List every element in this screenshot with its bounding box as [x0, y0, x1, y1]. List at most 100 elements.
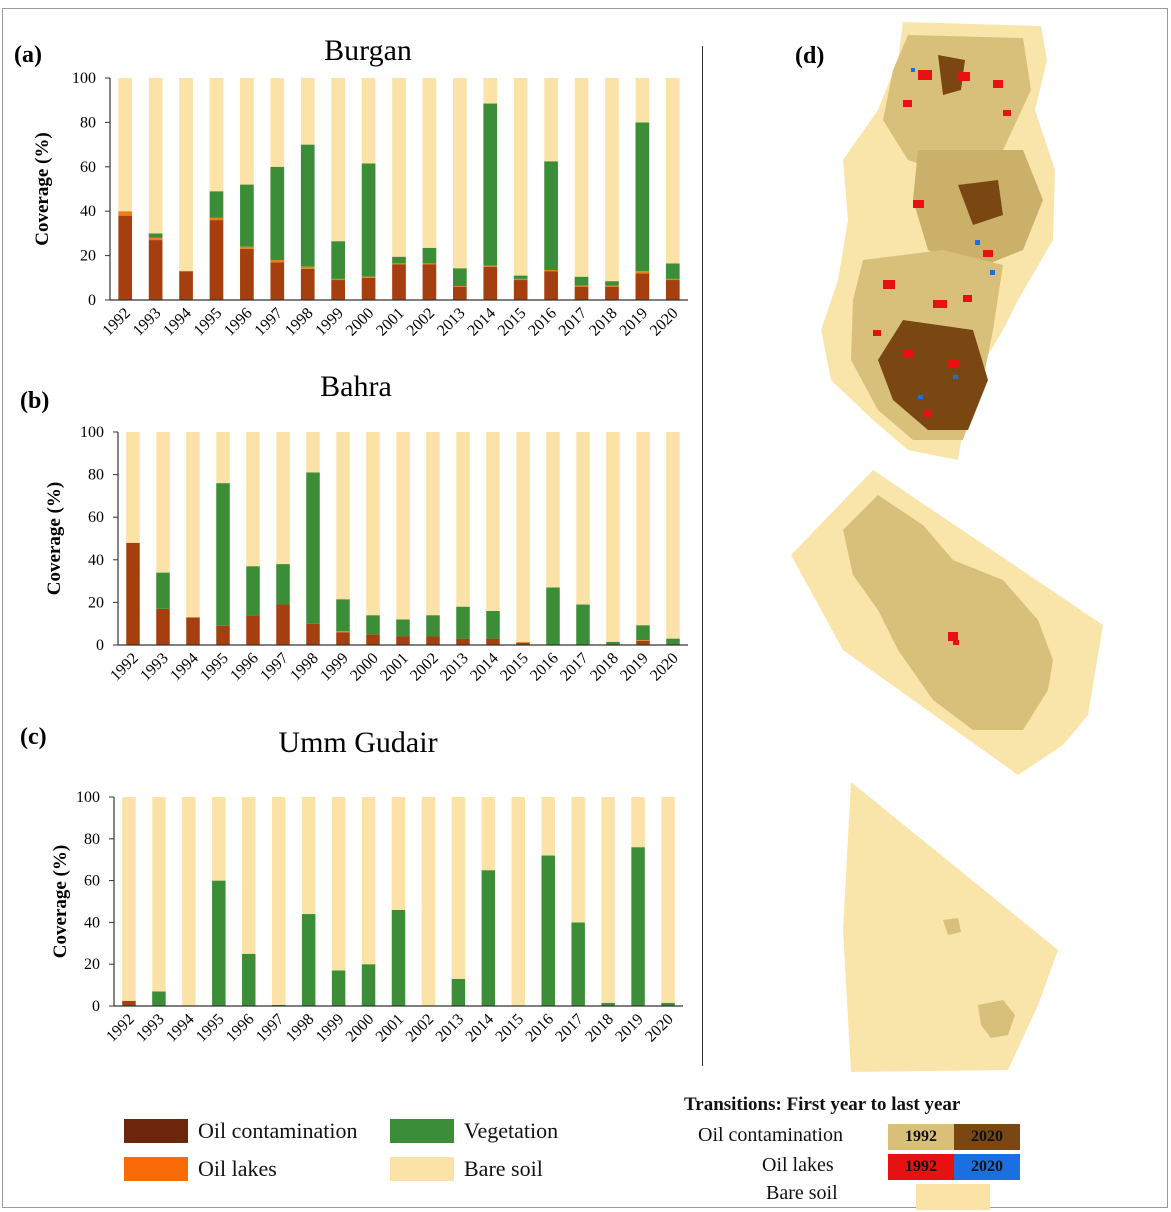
x-tick-label-umm-gudair: 2015: [492, 1011, 527, 1046]
legend-swatch-oil-lakes: [124, 1157, 188, 1181]
bar-umm-gudair-2019-bare-soil: [631, 797, 645, 848]
y-tick-label-burgan: 80: [80, 114, 96, 131]
bar-burgan-1993-vegetation: [148, 233, 163, 238]
bar-burgan-1997-bare-soil: [270, 78, 285, 167]
bar-burgan-2000-oil-lakes: [361, 276, 376, 278]
legend-label-oil-contamination: Oil contamination: [198, 1118, 358, 1143]
bar-bahra-1996-bare-soil: [246, 432, 260, 567]
bar-burgan-1995-vegetation: [209, 191, 224, 218]
x-tick-label-umm-gudair: 1992: [103, 1011, 138, 1046]
bar-bahra-1999-vegetation: [336, 599, 350, 632]
bar-bahra-1995-vegetation: [216, 483, 230, 626]
bar-burgan-2020-oil-lakes: [665, 278, 680, 281]
bar-bahra-2015-bare-soil: [516, 432, 530, 642]
bar-burgan-1992-bare-soil: [118, 78, 133, 212]
x-tick-label-bahra: 2000: [347, 650, 382, 685]
bar-burgan-1997-oil-lakes: [270, 260, 285, 263]
x-tick-label-burgan: 2017: [556, 305, 591, 340]
transitions-title: Transitions: First year to last year: [684, 1094, 961, 1115]
x-tick-label-bahra: 1998: [287, 650, 322, 685]
bar-bahra-1992-bare-soil: [126, 432, 140, 543]
x-tick-label-burgan: 1993: [130, 305, 165, 340]
bar-burgan-2017-oil-contamination: [574, 286, 589, 300]
bar-burgan-2018-vegetation: [605, 281, 619, 286]
bar-umm-gudair-2013-bare-soil: [451, 797, 466, 979]
x-tick-label-umm-gudair: 1993: [133, 1011, 168, 1046]
bar-burgan-1997-oil-contamination: [270, 262, 285, 300]
bar-umm-gudair-1999-bare-soil: [331, 797, 346, 971]
transitions-box-oil-2020: 2020: [954, 1124, 1020, 1150]
bar-burgan-2013-vegetation: [452, 268, 467, 287]
y-tick-label-burgan: 40: [80, 203, 96, 220]
bar-burgan-2002-oil-contamination: [422, 264, 437, 300]
bar-umm-gudair-2016-bare-soil: [541, 797, 555, 856]
y-tick-label-burgan: 0: [88, 292, 96, 309]
legend-item-bare-soil: Bare soil: [390, 1156, 543, 1182]
bar-burgan-2001-vegetation: [392, 256, 406, 264]
x-tick-label-umm-gudair: 1996: [223, 1011, 258, 1046]
bar-burgan-1998-oil-lakes: [300, 266, 315, 269]
bar-bahra-1993-oil-contamination: [156, 608, 170, 645]
bar-burgan-2001-bare-soil: [392, 78, 406, 257]
bahra-field: [843, 495, 1053, 730]
bar-bahra-2016-vegetation: [546, 587, 560, 645]
x-tick-label-burgan: 2018: [586, 305, 621, 340]
transition-maps: (d): [791, 22, 1103, 1072]
x-tick-label-umm-gudair: 1998: [283, 1011, 318, 1046]
x-tick-label-bahra: 2002: [407, 650, 442, 685]
bar-burgan-2017-oil-lakes: [574, 285, 589, 287]
transitions-box-lakes-2020: 2020: [954, 1154, 1020, 1180]
bar-bahra-2019-vegetation: [636, 625, 650, 641]
bar-bahra-2013-oil-contamination: [456, 638, 470, 645]
bar-bahra-2013-vegetation: [456, 606, 470, 639]
bar-burgan-2014-vegetation: [483, 103, 498, 266]
bar-bahra-2000-bare-soil: [366, 432, 380, 616]
bar-bahra-2000-oil-contamination: [366, 634, 380, 645]
umm-gudair-map: [843, 782, 1058, 1072]
transitions-legend: Transitions: First year to last year Oil…: [684, 1090, 1020, 1210]
bar-umm-gudair-1996-vegetation: [242, 953, 256, 1006]
bar-burgan-2001-oil-lakes: [392, 263, 406, 265]
bar-burgan-2013-oil-lakes: [452, 286, 467, 287]
bar-burgan-2013-bare-soil: [452, 78, 467, 269]
legend-label-vegetation: Vegetation: [464, 1118, 559, 1143]
legend-label-bare-soil: Bare soil: [464, 1156, 543, 1181]
bar-burgan-2018-oil-contamination: [605, 286, 619, 300]
bar-burgan-1994-oil-contamination: [179, 271, 193, 300]
y-tick-label-burgan: 100: [72, 70, 96, 87]
bar-burgan-2017-bare-soil: [574, 78, 589, 277]
bar-bahra-2002-oil-contamination: [426, 636, 440, 645]
bar-umm-gudair-1997-bare-soil: [271, 797, 286, 1005]
burgan-oil-2020-south: [878, 320, 988, 430]
x-tick-label-umm-gudair: 1994: [163, 1011, 198, 1046]
x-tick-label-umm-gudair: 2018: [582, 1011, 617, 1046]
x-tick-label-burgan: 2020: [647, 305, 682, 340]
x-tick-label-burgan: 1995: [191, 305, 226, 340]
bar-burgan-1997-vegetation: [270, 166, 285, 261]
x-tick-label-burgan: 2019: [617, 305, 652, 340]
bar-bahra-2013-bare-soil: [456, 432, 470, 607]
bar-burgan-1992-oil-contamination: [118, 215, 133, 300]
umm-gudair-field: [978, 1000, 1015, 1038]
x-tick-label-bahra: 1993: [137, 650, 172, 685]
x-tick-label-burgan: 2000: [343, 305, 378, 340]
bar-umm-gudair-2018-bare-soil: [601, 797, 615, 1003]
bar-burgan-1995-oil-lakes: [209, 217, 224, 221]
x-tick-label-bahra: 2016: [527, 650, 562, 685]
bar-umm-gudair-1998-bare-soil: [301, 797, 316, 915]
bar-bahra-1993-vegetation: [156, 572, 170, 609]
bar-burgan-1999-vegetation: [331, 241, 346, 279]
y-tick-label-bahra: 20: [88, 594, 104, 611]
bar-bahra-1996-vegetation: [246, 566, 260, 616]
x-tick-label-burgan: 2002: [404, 305, 439, 340]
x-tick-label-bahra: 1994: [167, 650, 202, 685]
bar-bahra-1996-oil-contamination: [246, 615, 260, 645]
bar-burgan-1996-bare-soil: [240, 78, 254, 185]
bar-burgan-1996-oil-lakes: [240, 246, 254, 249]
x-tick-label-umm-gudair: 1995: [193, 1011, 228, 1046]
bar-bahra-1997-bare-soil: [276, 432, 290, 565]
bar-umm-gudair-2020-vegetation: [661, 1002, 675, 1006]
bar-bahra-2014-bare-soil: [486, 432, 500, 611]
bar-bahra-2020-bare-soil: [666, 432, 680, 639]
